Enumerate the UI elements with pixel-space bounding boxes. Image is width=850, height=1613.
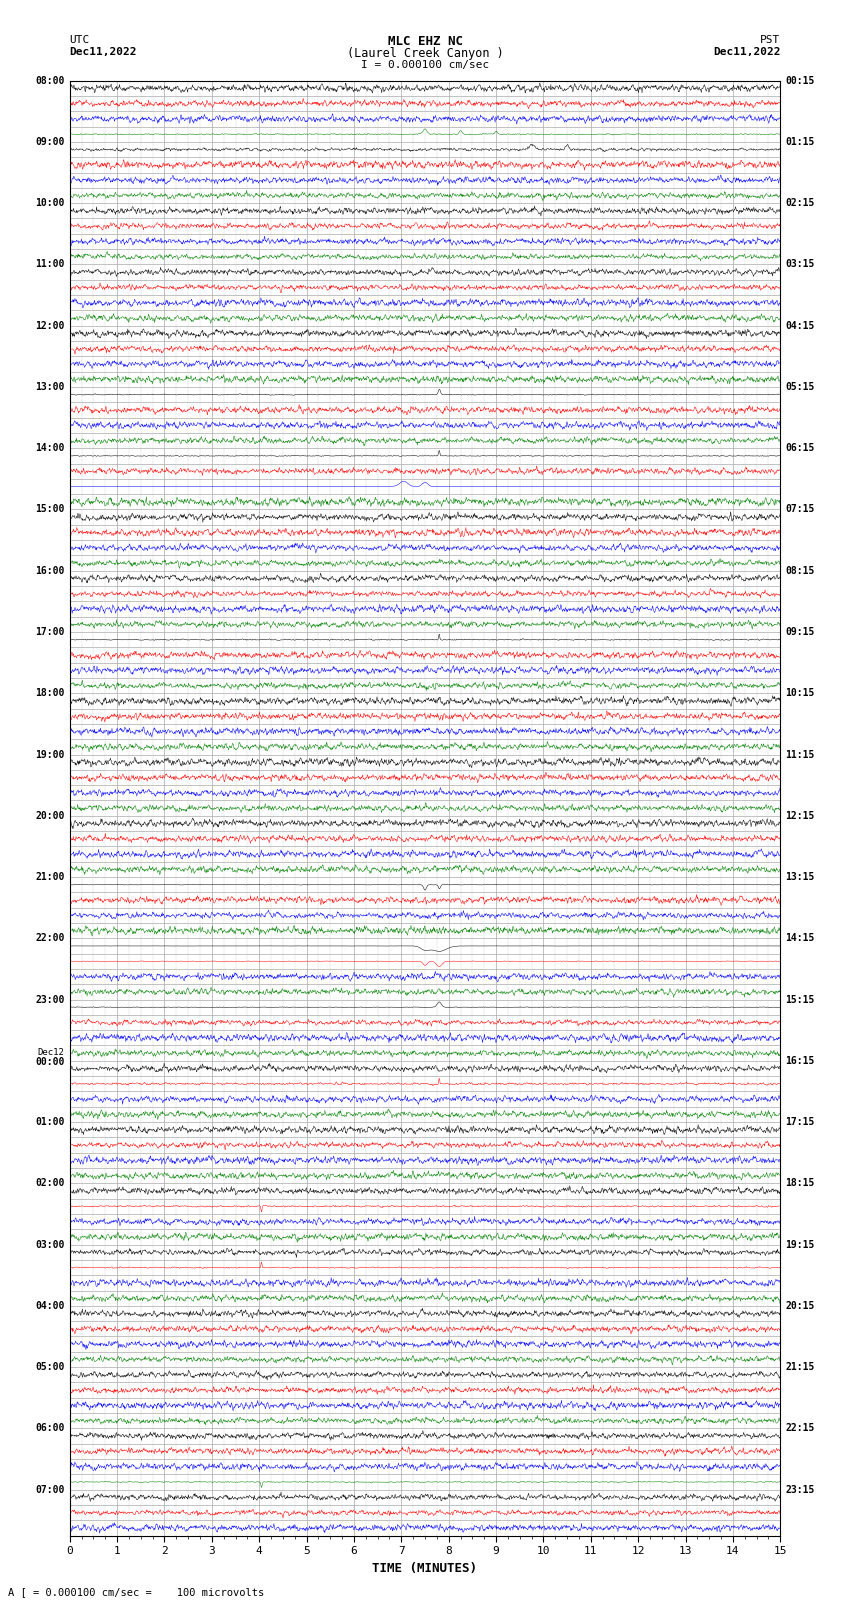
Text: 08:15: 08:15 [785, 566, 815, 576]
Text: 04:00: 04:00 [35, 1300, 65, 1311]
Text: 17:15: 17:15 [785, 1118, 815, 1127]
Text: A [ = 0.000100 cm/sec =    100 microvolts: A [ = 0.000100 cm/sec = 100 microvolts [8, 1587, 264, 1597]
Text: 01:00: 01:00 [35, 1118, 65, 1127]
Text: 15:15: 15:15 [785, 995, 815, 1005]
Text: 17:00: 17:00 [35, 627, 65, 637]
Text: 05:15: 05:15 [785, 382, 815, 392]
Text: (Laurel Creek Canyon ): (Laurel Creek Canyon ) [347, 47, 503, 60]
Text: Dec11,2022: Dec11,2022 [70, 47, 137, 56]
Text: 07:00: 07:00 [35, 1484, 65, 1495]
Text: 02:15: 02:15 [785, 198, 815, 208]
Text: 23:15: 23:15 [785, 1484, 815, 1495]
Text: 10:15: 10:15 [785, 689, 815, 698]
Text: 21:15: 21:15 [785, 1361, 815, 1373]
Text: 06:15: 06:15 [785, 444, 815, 453]
Text: 12:15: 12:15 [785, 811, 815, 821]
Text: 02:00: 02:00 [35, 1179, 65, 1189]
Text: 14:00: 14:00 [35, 444, 65, 453]
Text: 06:00: 06:00 [35, 1423, 65, 1434]
Text: UTC: UTC [70, 35, 90, 45]
Text: 16:15: 16:15 [785, 1057, 815, 1066]
Text: 11:00: 11:00 [35, 260, 65, 269]
Text: 09:00: 09:00 [35, 137, 65, 147]
Text: MLC EHZ NC: MLC EHZ NC [388, 35, 462, 48]
Text: 00:15: 00:15 [785, 76, 815, 85]
Text: 14:15: 14:15 [785, 934, 815, 944]
Text: Dec11,2022: Dec11,2022 [713, 47, 780, 56]
Text: 03:00: 03:00 [35, 1240, 65, 1250]
Text: 05:00: 05:00 [35, 1361, 65, 1373]
Text: Dec12: Dec12 [37, 1048, 65, 1057]
Text: 12:00: 12:00 [35, 321, 65, 331]
Text: 03:15: 03:15 [785, 260, 815, 269]
Text: 07:15: 07:15 [785, 505, 815, 515]
Text: 21:00: 21:00 [35, 873, 65, 882]
Text: PST: PST [760, 35, 780, 45]
Text: 22:15: 22:15 [785, 1423, 815, 1434]
Text: 09:15: 09:15 [785, 627, 815, 637]
X-axis label: TIME (MINUTES): TIME (MINUTES) [372, 1561, 478, 1574]
Text: 08:00: 08:00 [35, 76, 65, 85]
Text: 10:00: 10:00 [35, 198, 65, 208]
Text: 19:15: 19:15 [785, 1240, 815, 1250]
Text: I = 0.000100 cm/sec: I = 0.000100 cm/sec [361, 60, 489, 69]
Text: 22:00: 22:00 [35, 934, 65, 944]
Text: 23:00: 23:00 [35, 995, 65, 1005]
Text: 20:00: 20:00 [35, 811, 65, 821]
Text: 04:15: 04:15 [785, 321, 815, 331]
Text: 13:00: 13:00 [35, 382, 65, 392]
Text: 18:00: 18:00 [35, 689, 65, 698]
Text: 11:15: 11:15 [785, 750, 815, 760]
Text: 18:15: 18:15 [785, 1179, 815, 1189]
Text: 16:00: 16:00 [35, 566, 65, 576]
Text: 01:15: 01:15 [785, 137, 815, 147]
Text: 00:00: 00:00 [35, 1058, 65, 1068]
Text: 20:15: 20:15 [785, 1300, 815, 1311]
Text: 19:00: 19:00 [35, 750, 65, 760]
Text: 15:00: 15:00 [35, 505, 65, 515]
Text: 13:15: 13:15 [785, 873, 815, 882]
